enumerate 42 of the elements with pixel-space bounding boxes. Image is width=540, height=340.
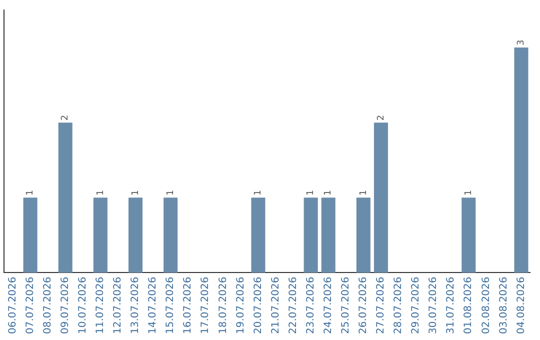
data-label: 1 [96,190,106,196]
x-tick-label: 13.07.2026 [130,276,142,334]
x-tick-label: 02.08.2026 [480,276,492,334]
x-tick-label: 25.07.2026 [340,276,352,334]
x-tick-label: 24.07.2026 [322,276,334,334]
x-tick-label: 06.07.2026 [7,276,18,334]
x-tick-label: 31.07.2026 [446,276,457,334]
x-tick-label: 28.07.2026 [393,276,404,334]
x-tick-label: 14.07.2026 [148,276,159,334]
data-label: 1 [166,190,176,196]
x-tick-label: 20.07.2026 [252,276,264,334]
x-tick-label: 19.07.2026 [235,276,246,334]
x-tick-label: 29.07.2026 [410,276,422,334]
x-tick-label: 23.07.2026 [305,276,316,334]
data-label: 1 [464,190,474,196]
data-label: 1 [130,190,141,196]
data-label: 3 [516,40,527,46]
x-tick-label: 12.07.2026 [112,276,124,334]
x-tick-label: 07.07.2026 [24,276,36,334]
x-tick-label: 22.07.2026 [288,276,299,334]
x-tick-label: 09.07.2026 [60,276,71,334]
x-tick-label: 27.07.2026 [376,276,387,334]
x-tick-label: 04.08.2026 [516,276,527,334]
x-tick-label: 18.07.2026 [218,276,229,334]
x-tick-label: 03.08.2026 [498,276,510,334]
data-label: 1 [306,190,316,196]
data-label: 2 [60,114,71,121]
data-label: 2 [376,114,386,121]
x-tick-label: 01.08.2026 [463,276,474,334]
x-tick-label: 11.07.2026 [95,276,106,334]
x-tick-label: 26.07.2026 [358,276,370,334]
x-tick-label: 16.07.2026 [182,276,194,334]
data-label: 1 [358,190,369,196]
x-tick-label: 08.07.2026 [42,276,54,334]
data-label: 1 [324,190,334,196]
data-label: 1 [254,190,264,196]
data-label: 1 [26,190,36,196]
x-tick-label: 30.07.2026 [428,276,440,334]
x-tick-label: 21.07.2026 [270,276,282,334]
x-tick-label: 15.07.2026 [165,276,176,334]
x-tick-label: 10.07.2026 [77,276,88,334]
x-tick-label: 17.07.2026 [200,276,212,334]
